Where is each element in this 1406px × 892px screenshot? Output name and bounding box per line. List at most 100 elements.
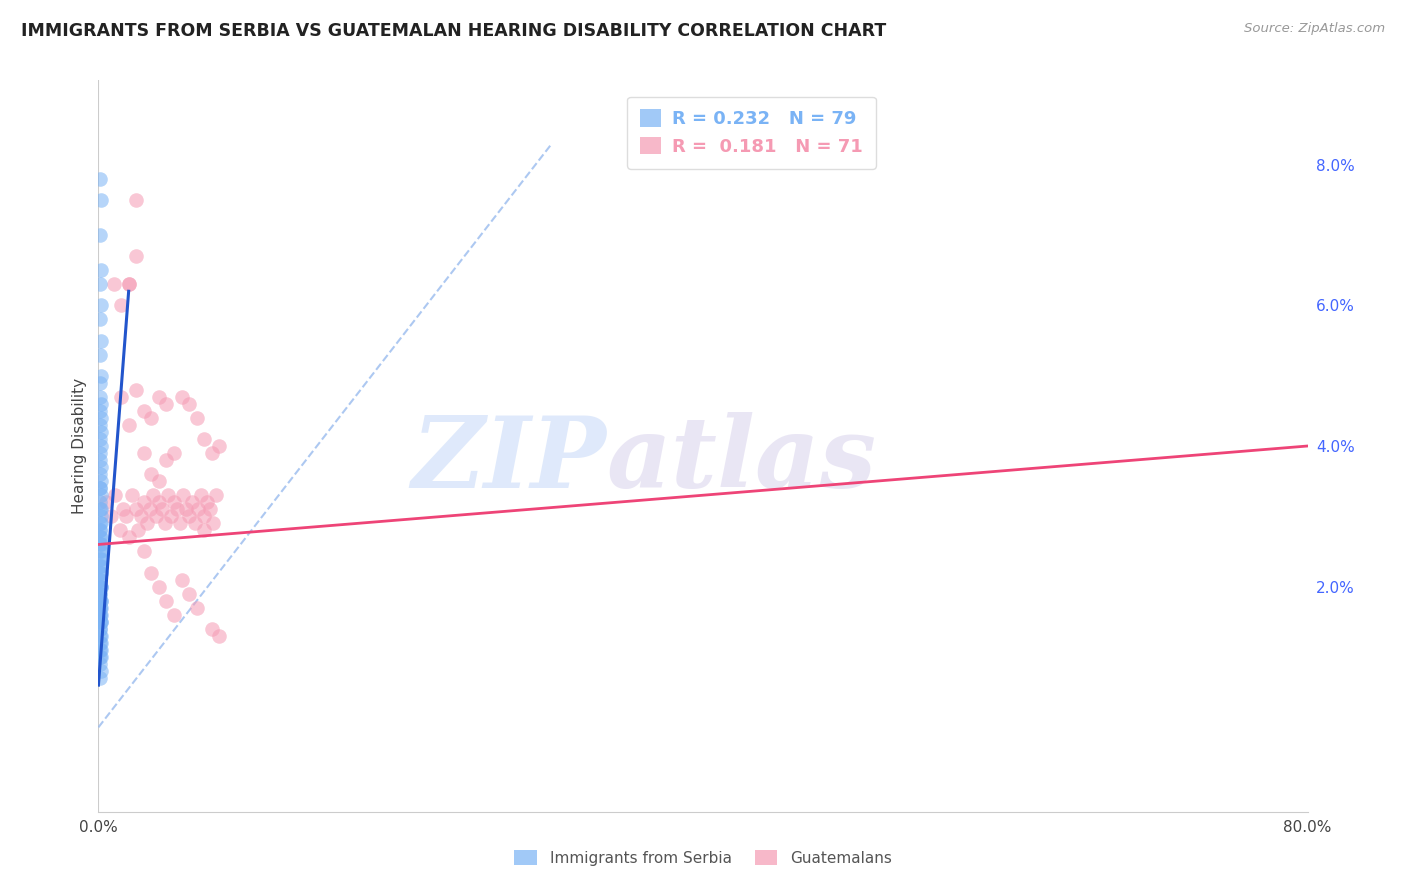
Point (208, 439, 231, 453)
Point (89, 587, 111, 601)
Point (179, 397, 201, 411)
Point (89, 171, 111, 186)
Point (90, 502, 112, 516)
Point (89, 587, 111, 601)
Point (89, 622, 111, 636)
Point (156, 488, 179, 502)
Point (121, 488, 143, 502)
Point (170, 390, 193, 404)
Point (155, 397, 177, 411)
Point (90, 643, 112, 657)
Point (163, 446, 186, 460)
Point (90, 650, 112, 665)
Point (89, 502, 111, 516)
Point (90, 334, 112, 348)
Point (208, 629, 231, 643)
Point (89, 607, 111, 622)
Point (90, 488, 112, 502)
Point (89, 657, 111, 671)
Point (125, 383, 148, 397)
Point (132, 544, 155, 558)
Point (90, 664, 112, 678)
Point (89, 629, 111, 643)
Point (90, 474, 112, 488)
Point (141, 467, 163, 482)
Point (125, 502, 148, 516)
Point (89, 524, 111, 538)
Point (89, 643, 111, 657)
Point (148, 474, 170, 488)
Point (172, 488, 194, 502)
Point (132, 446, 155, 460)
Point (141, 566, 163, 580)
Point (148, 580, 170, 594)
Point (118, 277, 141, 292)
Point (89, 446, 111, 460)
Point (89, 600, 111, 615)
Point (155, 453, 177, 467)
Legend: Immigrants from Serbia, Guatemalans: Immigrants from Serbia, Guatemalans (506, 843, 900, 873)
Point (89, 277, 111, 292)
Point (110, 298, 132, 312)
Point (89, 312, 111, 326)
Point (193, 524, 215, 538)
Point (89, 390, 111, 404)
Point (89, 530, 111, 544)
Point (150, 502, 173, 516)
Point (89, 376, 111, 390)
Point (90, 298, 112, 312)
Point (202, 516, 225, 531)
Point (132, 495, 155, 509)
Point (90, 516, 112, 531)
Point (89, 404, 111, 418)
Point (139, 502, 162, 516)
Point (90, 558, 112, 573)
Point (190, 488, 212, 502)
Point (90, 460, 112, 475)
Point (90, 600, 112, 615)
Point (89, 566, 111, 580)
Point (89, 481, 111, 495)
Point (184, 516, 207, 531)
Point (187, 502, 209, 516)
Point (90, 629, 112, 643)
Point (170, 573, 193, 587)
Point (201, 446, 224, 460)
Point (89, 615, 111, 629)
Point (200, 502, 222, 516)
Point (141, 410, 163, 425)
Point (89, 580, 111, 594)
Point (125, 193, 148, 207)
Point (90, 425, 112, 439)
Point (205, 488, 228, 502)
Point (90, 593, 112, 607)
Point (89, 348, 111, 362)
Point (90, 439, 112, 453)
Point (193, 432, 215, 446)
Point (89, 432, 111, 446)
Point (181, 495, 204, 509)
Point (132, 404, 155, 418)
Point (90, 593, 112, 607)
Point (195, 495, 218, 509)
Y-axis label: Hearing Disability: Hearing Disability (72, 378, 87, 514)
Point (186, 600, 208, 615)
Text: ZIP: ZIP (412, 412, 606, 508)
Text: Source: ZipAtlas.com: Source: ZipAtlas.com (1244, 22, 1385, 36)
Point (148, 390, 170, 404)
Point (89, 537, 111, 551)
Point (89, 453, 111, 467)
Point (89, 600, 111, 615)
Point (142, 488, 165, 502)
Point (110, 390, 132, 404)
Point (89, 650, 111, 665)
Point (169, 516, 191, 531)
Point (104, 488, 127, 502)
Point (108, 524, 131, 538)
Point (89, 551, 111, 566)
Point (135, 516, 157, 531)
Point (90, 615, 112, 629)
Point (90, 615, 112, 629)
Point (163, 495, 186, 509)
Point (90, 397, 112, 411)
